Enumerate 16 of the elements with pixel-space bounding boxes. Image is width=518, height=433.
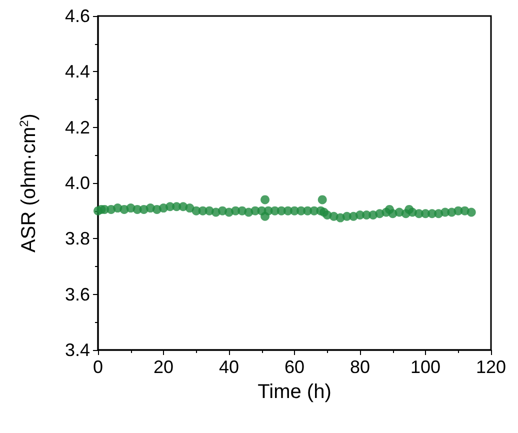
y-tick-label: 4.4: [64, 62, 90, 82]
x-tick-label: 0: [92, 357, 104, 377]
y-axis-title: ASR (ohm·cm2): [17, 114, 40, 252]
x-axis-title: Time (h): [258, 381, 332, 403]
x-tick-label: 120: [476, 357, 506, 377]
y-tick-label: 4.0: [64, 173, 90, 193]
x-tick-label: 20: [153, 357, 174, 377]
x-tick-label: 100: [410, 357, 441, 377]
y-tick-label: 3.4: [64, 340, 90, 360]
x-tick-label: 80: [350, 357, 370, 377]
y-tick-label: 3.6: [64, 284, 90, 304]
x-tick-label: 40: [218, 357, 240, 377]
x-tick-label: 60: [284, 357, 305, 377]
y-tick-label: 4.6: [64, 6, 90, 26]
y-tick-label: 3.8: [64, 228, 90, 249]
y-tick-label: 4.2: [64, 117, 90, 138]
